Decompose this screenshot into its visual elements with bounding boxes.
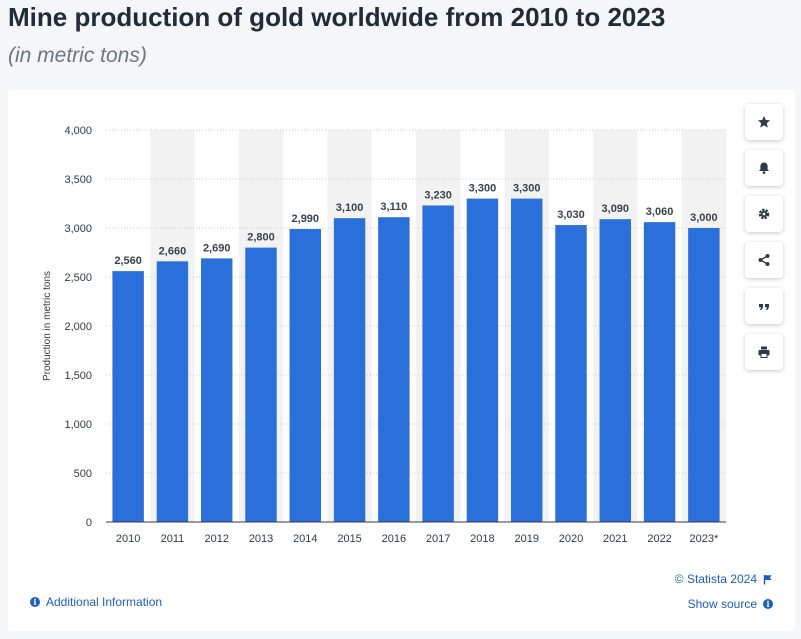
show-source-link[interactable]: Show source i bbox=[688, 597, 773, 611]
y-tick-label: 2,000 bbox=[64, 321, 92, 333]
y-tick-label: 2,500 bbox=[64, 272, 92, 284]
bar-value-label: 3,110 bbox=[380, 201, 407, 213]
star-icon bbox=[758, 116, 770, 128]
bar-value-label: 2,800 bbox=[247, 232, 275, 244]
y-tick-label: 3,000 bbox=[64, 223, 92, 235]
bar-value-label: 2,690 bbox=[203, 242, 231, 254]
chart-title: Mine production of gold worldwide from 2… bbox=[8, 2, 666, 32]
bar bbox=[510, 198, 543, 522]
chart-subtitle: (in metric tons) bbox=[8, 44, 147, 67]
x-tick-label: 2015 bbox=[337, 533, 361, 545]
bar-value-label: 3,090 bbox=[602, 203, 630, 215]
show-source-label: Show source bbox=[687, 597, 757, 611]
y-tick-label: 1,000 bbox=[64, 419, 92, 431]
x-tick-label: 2010 bbox=[116, 533, 140, 545]
chart-card: 0 500 1,000 1,500 2,000 2,500 3,000 3,500 4,000 P… bbox=[8, 90, 795, 631]
bar-value-label: 3,030 bbox=[557, 209, 585, 221]
bar-value-label: 3,230 bbox=[424, 189, 452, 201]
bar-value-label: 2,990 bbox=[292, 213, 320, 225]
share-button[interactable] bbox=[745, 242, 783, 278]
x-tick-label: 2019 bbox=[514, 533, 538, 545]
print-button[interactable] bbox=[745, 334, 783, 370]
bar-value-label: 3,100 bbox=[336, 202, 364, 214]
copyright-label: © Statista 2024 bbox=[674, 572, 757, 586]
bar bbox=[599, 219, 632, 522]
x-tick-label: 2016 bbox=[382, 533, 406, 545]
y-tick-label: 500 bbox=[74, 468, 92, 480]
bar bbox=[112, 271, 144, 522]
bar bbox=[333, 218, 366, 522]
x-tick-label: 2012 bbox=[204, 533, 228, 545]
x-tick-label: 2022 bbox=[647, 533, 671, 545]
bar bbox=[555, 225, 587, 522]
x-tick-label: 2017 bbox=[426, 533, 450, 545]
bar bbox=[200, 258, 233, 522]
settings-button[interactable] bbox=[745, 196, 783, 232]
bar bbox=[688, 228, 720, 522]
bar-value-label: 3,060 bbox=[646, 206, 674, 218]
info-icon: i bbox=[30, 597, 40, 607]
bar bbox=[466, 198, 499, 522]
bar bbox=[643, 222, 676, 522]
x-tick-label: 2023* bbox=[689, 533, 718, 545]
gear-icon bbox=[758, 208, 770, 220]
statista-copyright-link[interactable]: © Statista 2024 bbox=[675, 572, 773, 586]
bar-value-label: 3,000 bbox=[690, 212, 718, 224]
bar-value-label: 3,300 bbox=[513, 183, 541, 195]
bar-chart: 0 500 1,000 1,500 2,000 2,500 3,000 3,500 4,000 P… bbox=[42, 125, 726, 545]
bar-value-label: 3,300 bbox=[469, 183, 497, 195]
x-tick-label: 2011 bbox=[161, 533, 185, 545]
quote-icon bbox=[759, 304, 769, 310]
additional-info-label: Additional Information bbox=[46, 595, 163, 609]
y-tick-label: 4,000 bbox=[64, 125, 92, 137]
y-tick-label: 0 bbox=[86, 517, 92, 529]
x-tick-label: 2014 bbox=[293, 533, 317, 545]
additional-info-link[interactable]: i Additional Information bbox=[30, 595, 162, 609]
bell-icon bbox=[759, 162, 769, 174]
bar bbox=[422, 205, 454, 522]
x-tick-label: 2013 bbox=[249, 533, 273, 545]
y-tick-label: 3,500 bbox=[64, 174, 92, 186]
bar bbox=[378, 217, 410, 522]
y-axis-label: Production in metric tons bbox=[42, 271, 53, 381]
print-icon bbox=[758, 346, 770, 358]
info-icon: i bbox=[763, 599, 773, 609]
x-tick-label: 2018 bbox=[470, 533, 494, 545]
cite-button[interactable] bbox=[745, 288, 783, 324]
notification-button[interactable] bbox=[745, 150, 783, 186]
bar bbox=[245, 247, 277, 522]
x-tick-label: 2021 bbox=[603, 533, 627, 545]
x-tick-label: 2020 bbox=[559, 533, 583, 545]
chart-toolbar bbox=[745, 104, 783, 380]
bar-value-label: 2,560 bbox=[114, 255, 142, 267]
bar bbox=[289, 228, 322, 523]
share-icon bbox=[758, 254, 770, 266]
favorite-button[interactable] bbox=[745, 104, 783, 140]
flag-icon bbox=[763, 574, 772, 584]
bar bbox=[156, 261, 189, 522]
y-tick-label: 1,500 bbox=[64, 370, 92, 382]
bar-value-label: 2,660 bbox=[159, 245, 187, 257]
